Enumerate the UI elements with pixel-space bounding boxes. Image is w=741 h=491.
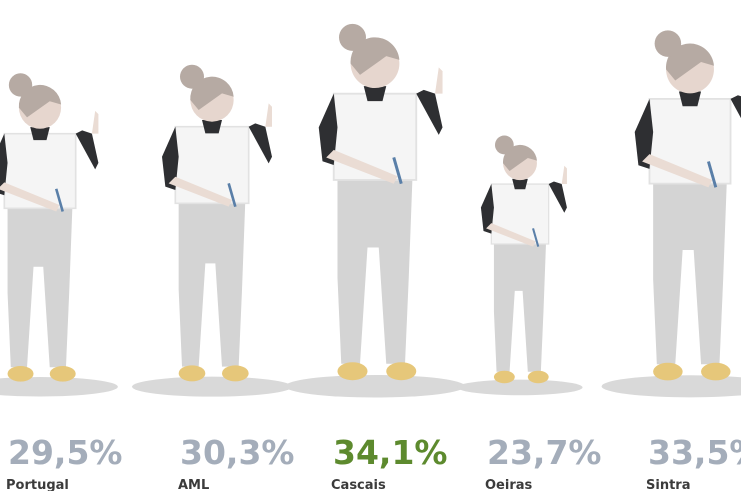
shoe: [386, 362, 417, 381]
pen: [227, 182, 237, 208]
hand: [91, 110, 99, 134]
person-figure: [284, 23, 466, 398]
value-label: 33,5%: [648, 433, 741, 472]
pen: [707, 161, 718, 188]
shoe: [337, 362, 368, 381]
forearm: [642, 154, 713, 188]
shadow: [0, 377, 118, 397]
person-figure: [132, 64, 292, 397]
pen: [392, 157, 403, 185]
shoe: [493, 370, 515, 384]
arm: [248, 123, 272, 164]
collar: [678, 91, 702, 107]
pants: [7, 205, 73, 368]
category-label: Portugal: [6, 478, 69, 491]
hair: [503, 144, 537, 172]
value-label: 34,1%: [333, 433, 448, 472]
arm: [548, 181, 567, 213]
pants: [178, 200, 246, 367]
arm: [0, 133, 8, 196]
shoe: [178, 365, 206, 382]
hand: [561, 165, 567, 185]
shoe: [49, 365, 76, 382]
hand: [435, 67, 443, 94]
value-label: 23,7%: [487, 433, 602, 472]
pants: [493, 241, 547, 372]
category-label: Cascais: [331, 478, 386, 491]
shoe: [701, 362, 731, 381]
category-label: AML: [178, 478, 209, 491]
shoe: [221, 365, 249, 382]
hair: [350, 37, 400, 75]
category-label: Oeiras: [485, 478, 533, 491]
arm: [730, 95, 741, 119]
person-figure: [457, 135, 583, 396]
person-figure: [0, 73, 118, 397]
forearm: [486, 223, 536, 247]
value-label: 30,3%: [180, 433, 295, 472]
arm: [480, 184, 494, 234]
hair: [190, 76, 234, 111]
hair-bun: [180, 64, 205, 89]
pants: [337, 176, 413, 364]
arm: [75, 130, 99, 170]
hair-bun: [338, 23, 366, 51]
hair-bun: [494, 135, 514, 155]
shoe: [653, 362, 683, 381]
collar: [512, 178, 528, 190]
shoe: [527, 370, 549, 384]
shoe: [7, 365, 34, 382]
category-label: Sintra: [646, 478, 690, 491]
pants: [653, 179, 727, 365]
arm: [416, 89, 443, 135]
collar: [363, 86, 387, 102]
collar: [202, 120, 222, 134]
forearm: [326, 149, 398, 184]
arm: [634, 98, 654, 169]
value-label: 29,5%: [8, 433, 123, 472]
shadow: [132, 376, 292, 397]
hair-bun: [8, 73, 33, 97]
shadow: [284, 374, 466, 398]
forearm: [0, 182, 60, 212]
arm: [318, 93, 338, 165]
hair: [18, 84, 62, 118]
collar: [30, 127, 50, 141]
shadow: [457, 379, 583, 396]
shadow: [601, 375, 741, 398]
pen: [54, 188, 64, 212]
person-figure: [601, 30, 741, 398]
arm: [162, 126, 179, 191]
forearm: [168, 176, 232, 207]
hand: [265, 103, 272, 127]
hair-bun: [654, 30, 682, 57]
pen: [532, 228, 540, 247]
hair: [665, 43, 714, 81]
